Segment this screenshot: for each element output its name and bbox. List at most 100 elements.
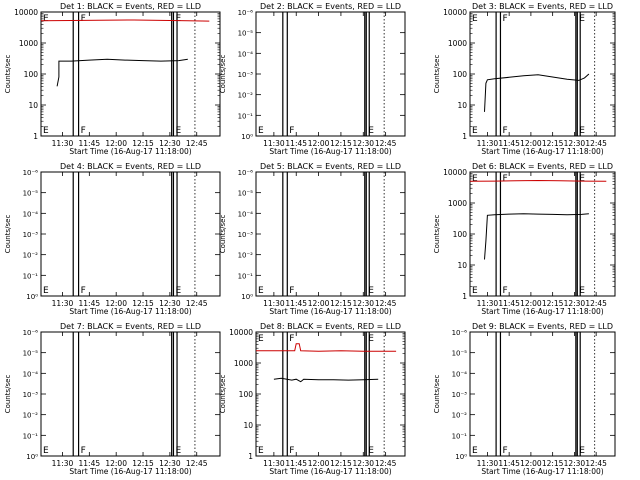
x-tick-label: 11:30 — [477, 139, 499, 148]
y-tick-label: 1 — [248, 452, 253, 461]
x-tick-label: 12:45 — [375, 299, 397, 308]
y-tick-label: 10⁻¹ — [238, 272, 254, 280]
marker-label: E — [472, 126, 478, 136]
x-tick-label: 12:15 — [542, 459, 564, 468]
panel-title: Det 6: BLACK = Events, RED = LLD — [472, 162, 613, 171]
marker-label: E — [579, 286, 585, 296]
series-lld-line — [256, 343, 397, 352]
panel-det-1: Det 1: BLACK = Events, RED = LLD 11:30 11:… — [4, 2, 221, 156]
y-tick-label: 10⁰ — [455, 453, 467, 461]
marker-label-top: F — [502, 174, 507, 184]
y-tick-label: 10⁻⁶ — [23, 329, 39, 337]
marker-label: E — [175, 126, 181, 136]
y-tick-label: 10 — [28, 101, 38, 110]
x-axis-label: Start Time (16-Aug-17 11:18:00) — [269, 467, 391, 476]
x-tick-label: 11:45 — [498, 139, 520, 148]
x-tick-label: 12:45 — [585, 299, 607, 308]
y-tick-label: 10⁻¹ — [23, 432, 39, 440]
y-tick-label: 10⁻⁴ — [23, 370, 39, 378]
y-tick-label: 10⁻⁶ — [238, 9, 254, 17]
marker-label: E — [472, 286, 478, 296]
panel-title: Det 2: BLACK = Events, RED = LLD — [260, 2, 401, 11]
x-tick-label: 11:30 — [477, 459, 499, 468]
y-tick-label: 1000 — [448, 39, 467, 48]
x-tick-label: 11:30 — [477, 299, 499, 308]
x-tick-label: 12:00 — [308, 459, 330, 468]
marker-label: E — [258, 126, 264, 136]
plot-frame — [469, 331, 616, 457]
x-tick-label: 12:15 — [132, 299, 154, 308]
x-tick-label: 12:45 — [585, 459, 607, 468]
y-tick-label: 10⁰ — [26, 453, 38, 461]
x-tick-label: 12:00 — [308, 299, 330, 308]
y-tick-label: 10⁻² — [238, 92, 254, 100]
x-tick-label: 12:45 — [375, 459, 397, 468]
series-events-line — [273, 377, 379, 383]
x-tick-label: 12:15 — [330, 139, 352, 148]
panel-title: Det 5: BLACK = Events, RED = LLD — [260, 162, 401, 171]
x-tick-label: 12:30 — [564, 459, 586, 468]
x-tick-label: 12:15 — [132, 459, 154, 468]
x-tick-label: 12:45 — [585, 139, 607, 148]
panel-title: Det 4: BLACK = Events, RED = LLD — [60, 162, 201, 171]
marker-label: E — [258, 446, 264, 456]
marker-label-top: F — [81, 14, 86, 24]
x-tick-label: 11:30 — [263, 459, 285, 468]
plot-frame — [40, 171, 221, 297]
marker-label: F — [502, 446, 507, 456]
marker-label: F — [81, 446, 86, 456]
x-axis-label: Start Time (16-Aug-17 11:18:00) — [69, 147, 191, 156]
marker-label: F — [289, 446, 294, 456]
panel-det-4: Det 4: BLACK = Events, RED = LLD 11:30 11:… — [4, 162, 221, 316]
panel-title: Det 1: BLACK = Events, RED = LLD — [60, 2, 201, 11]
marker-label: E — [579, 126, 585, 136]
x-tick-label: 12:00 — [308, 139, 330, 148]
y-tick-label: 10⁻⁵ — [238, 30, 254, 38]
series-lld-line — [469, 179, 607, 182]
x-tick-label: 12:15 — [132, 139, 154, 148]
y-tick-label: 100 — [239, 390, 254, 399]
marker-label: E — [175, 446, 181, 456]
x-axis-label: Start Time (16-Aug-17 11:18:00) — [269, 147, 391, 156]
marker-label-top: E — [43, 14, 49, 24]
marker-label-top: E — [579, 174, 585, 184]
x-tick-label: 12:00 — [105, 139, 127, 148]
x-tick-label: 12:30 — [159, 299, 181, 308]
series-events-line — [484, 73, 590, 112]
x-tick-label: 11:45 — [79, 299, 101, 308]
plot-frame — [40, 11, 221, 137]
marker-label-top: F — [289, 334, 294, 344]
y-tick-label: 10⁻⁶ — [23, 169, 39, 177]
y-tick-label: 10⁻² — [238, 252, 254, 260]
x-tick-label: 12:00 — [105, 459, 127, 468]
y-tick-label: 10⁻⁴ — [238, 210, 254, 218]
y-tick-label: 10⁻² — [23, 252, 39, 260]
x-tick-label: 12:15 — [330, 299, 352, 308]
y-tick-label: 1000 — [234, 359, 253, 368]
y-tick-label: 10⁻³ — [238, 231, 254, 239]
panel-title: Det 8: BLACK = Events, RED = LLD — [260, 322, 401, 331]
y-axis-label: Counts/sec — [219, 375, 227, 414]
x-tick-label: 11:30 — [52, 459, 74, 468]
marker-label: E — [368, 286, 374, 296]
x-tick-label: 11:45 — [285, 299, 307, 308]
panel-det-5: Det 5: BLACK = Events, RED = LLD 11:30 11:… — [219, 162, 406, 316]
y-tick-label: 10⁻⁴ — [238, 50, 254, 58]
y-tick-label: 10⁻⁴ — [23, 210, 39, 218]
x-tick-label: 12:00 — [520, 459, 542, 468]
y-tick-label: 10⁻⁵ — [238, 190, 254, 198]
y-tick-label: 10⁰ — [241, 293, 253, 301]
y-axis-label: Counts/sec — [433, 375, 441, 414]
panel-det-8: Det 8: BLACK = Events, RED = LLD 11:30 11:… — [219, 322, 406, 476]
panel-title: Det 9: BLACK = Events, RED = LLD — [472, 322, 613, 331]
marker-label: E — [258, 286, 264, 296]
x-tick-label: 12:30 — [159, 139, 181, 148]
x-tick-label: 11:45 — [285, 139, 307, 148]
x-tick-label: 12:00 — [520, 299, 542, 308]
marker-label: F — [502, 286, 507, 296]
marker-label-top: E — [258, 334, 264, 344]
y-tick-label: 10⁻¹ — [238, 112, 254, 120]
y-tick-label: 10⁻² — [452, 412, 468, 420]
x-tick-label: 12:30 — [352, 459, 374, 468]
y-tick-label: 10 — [457, 261, 467, 270]
